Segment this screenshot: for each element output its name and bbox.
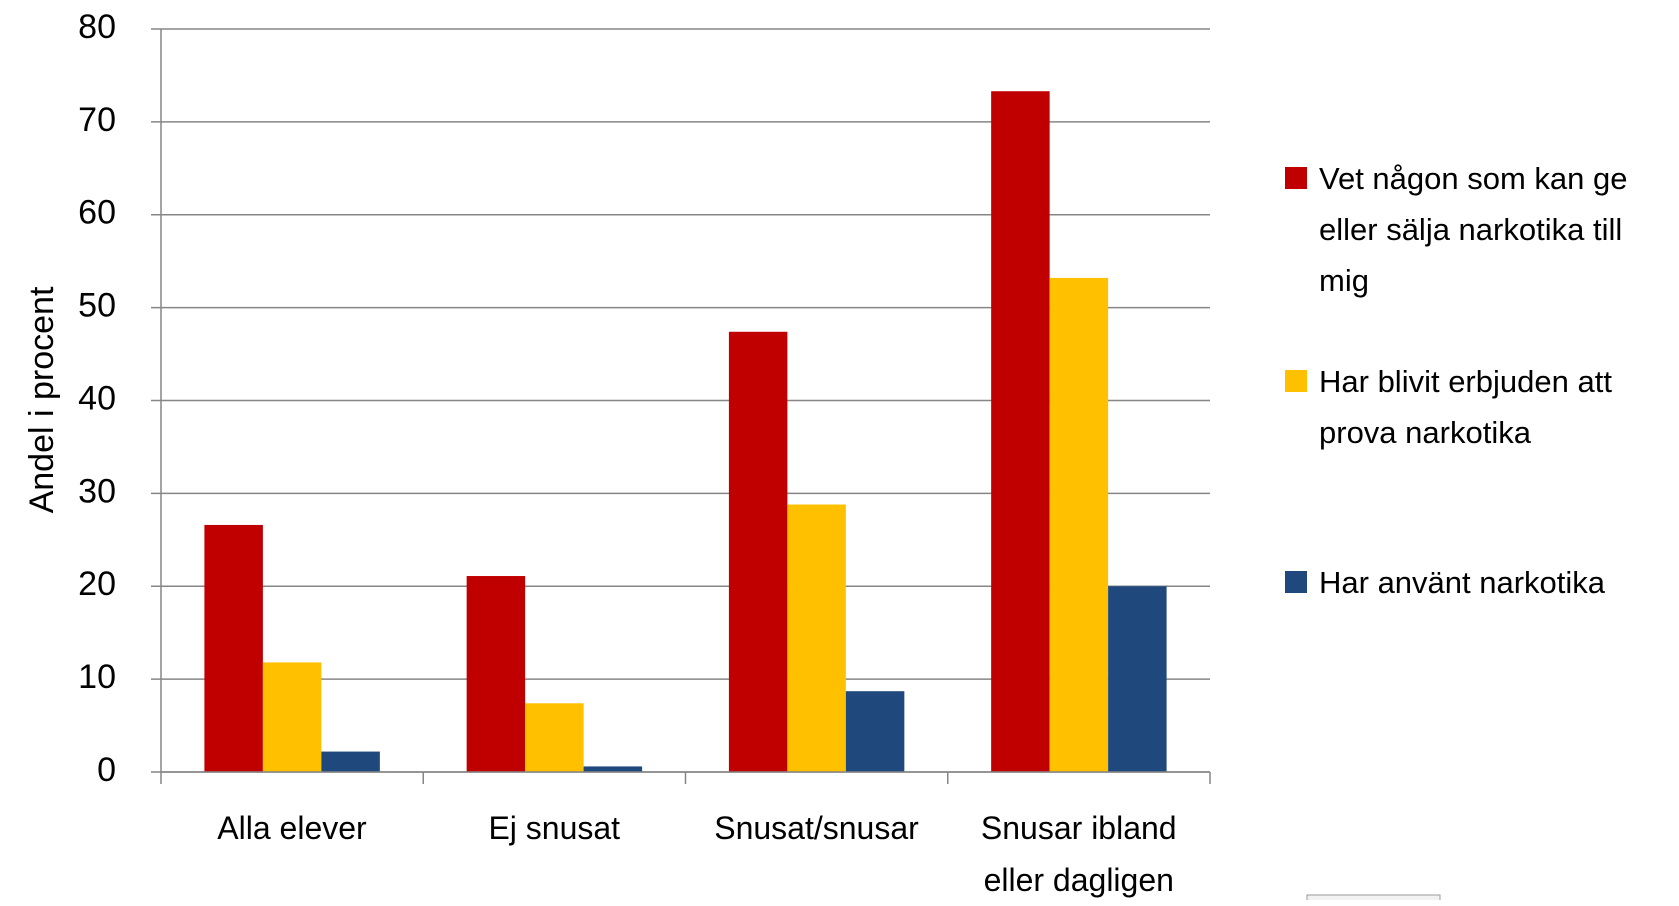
legend-swatch: [1285, 167, 1307, 189]
legend-label: Har blivit erbjuden att prova narkotika: [1319, 364, 1612, 450]
bar: [321, 751, 380, 772]
y-tick-label: 0: [97, 751, 116, 789]
y-tick-label: 20: [78, 565, 116, 603]
bar: [262, 662, 322, 772]
legend-label: Har använt narkotika: [1319, 565, 1606, 600]
x-tick-label: Alla elever: [217, 810, 367, 846]
bar: [525, 703, 584, 772]
legend-item: Har använt narkotika: [1285, 561, 1675, 608]
legend-item: Har blivit erbjuden att prova narkotika: [1285, 360, 1675, 458]
y-tick-label: 70: [78, 101, 116, 139]
x-tick-label: Snusar ibland eller dagligen: [980, 810, 1177, 898]
y-tick-label: 10: [78, 658, 116, 696]
y-tick-label: 40: [78, 379, 116, 417]
bar: [991, 91, 1050, 772]
y-tick-label: 50: [78, 287, 116, 325]
bar: [583, 766, 643, 772]
bar: [728, 331, 788, 772]
x-tick-label: Ej snusat: [488, 810, 621, 846]
bar: [845, 691, 905, 772]
bar: [1049, 277, 1109, 772]
legend-label: Vet någon som kan ge eller sälja narkoti…: [1319, 161, 1628, 298]
bar: [466, 576, 526, 772]
legend-swatch: [1285, 370, 1307, 392]
scroll-box: [1306, 894, 1441, 900]
bar: [204, 524, 263, 772]
y-tick-label: 60: [78, 194, 116, 232]
legend-swatch: [1285, 571, 1307, 593]
bar: [787, 504, 846, 772]
x-tick-label: Snusat/snusar: [714, 810, 919, 846]
bar: [1108, 586, 1167, 772]
y-tick-label: 30: [78, 472, 116, 510]
y-tick-label: 80: [78, 8, 116, 46]
legend-item: Vet någon som kan ge eller sälja narkoti…: [1285, 157, 1675, 306]
y-axis-label: Andel i procent: [23, 286, 61, 513]
